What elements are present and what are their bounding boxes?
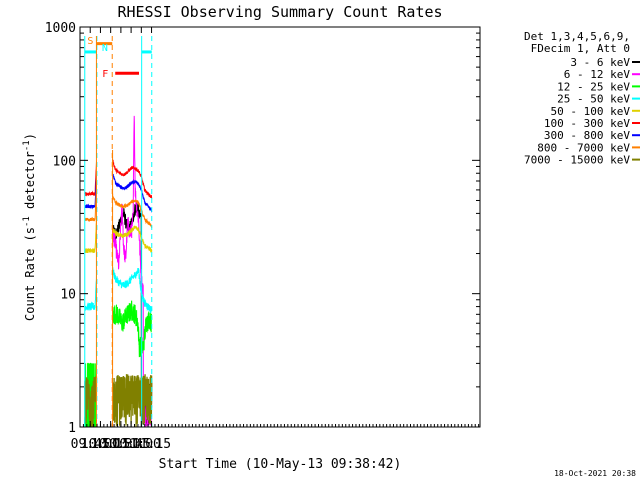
saa-label: S bbox=[87, 36, 93, 47]
flare-label: F bbox=[102, 69, 108, 80]
legend-item-8: 800 - 7000 keV bbox=[537, 141, 630, 154]
x-tick-label-1: 10:00 bbox=[81, 437, 120, 452]
y-tick-label-3: 1000 bbox=[45, 21, 76, 36]
x-tick-label-4: 10:45 bbox=[112, 437, 151, 452]
x-tick-label-0: 09:45 bbox=[71, 437, 110, 452]
x-tick-label-3: 10:30 bbox=[101, 437, 140, 452]
x-tick-label-6: 11:15 bbox=[132, 437, 171, 452]
series-line-8 bbox=[84, 184, 153, 228]
legend-item-5: 50 - 100 keV bbox=[551, 105, 631, 118]
series-line-6 bbox=[84, 158, 153, 199]
legend-header-line-1: Det 1,3,4,5,6,9, bbox=[524, 30, 630, 43]
plot-frame bbox=[79, 26, 481, 428]
legend-header-line-2: FDecim 1, Att 0 bbox=[531, 42, 630, 55]
legend-item-9: 7000 - 15000 keV bbox=[524, 154, 630, 167]
chart-title: RHESSI Observing Summary Count Rates bbox=[117, 3, 442, 21]
legend-item-1: 3 - 6 keV bbox=[570, 56, 630, 69]
x-tick-label-5: 11:00 bbox=[122, 437, 161, 452]
series-line-9 bbox=[84, 374, 153, 427]
series-line-7 bbox=[84, 173, 153, 213]
series-line-5 bbox=[84, 218, 153, 254]
series-layer bbox=[84, 115, 153, 428]
legend-item-3: 12 - 25 keV bbox=[557, 80, 630, 93]
legend-item-4: 25 - 50 keV bbox=[557, 93, 630, 106]
legend-item-6: 100 - 300 keV bbox=[544, 117, 630, 130]
footer-date: 18-Oct-2021 20:38 bbox=[554, 469, 636, 478]
legend-item-2: 6 - 12 keV bbox=[564, 68, 631, 81]
y-tick-label-1: 10 bbox=[60, 288, 76, 303]
y-tick-label-2: 100 bbox=[53, 154, 76, 169]
legend-item-7: 300 - 800 keV bbox=[544, 129, 630, 142]
night-label: N bbox=[102, 43, 108, 54]
interval-layer: NS F bbox=[84, 36, 153, 427]
series-line-4 bbox=[84, 267, 153, 314]
x-tick-label-2: 10:15 bbox=[91, 437, 130, 452]
x-axis-label: Start Time (10-May-13 09:38:42) bbox=[159, 457, 402, 472]
y-axis-label: Count Rate (s-1 detector-1) bbox=[22, 133, 37, 321]
y-tick-label-0: 1 bbox=[68, 421, 76, 436]
